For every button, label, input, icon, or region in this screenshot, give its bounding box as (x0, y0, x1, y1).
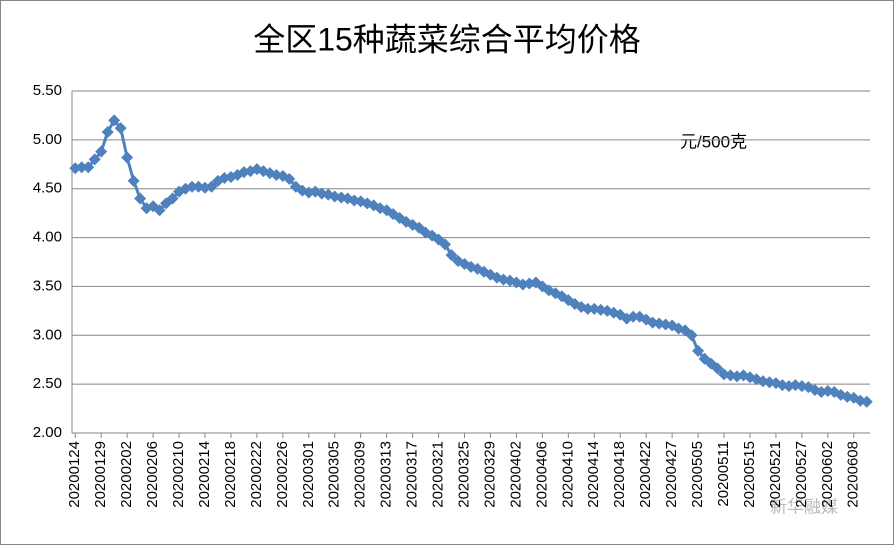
x-tick-label: 20200226 (274, 441, 291, 508)
marker (244, 165, 257, 178)
y-tick-label: 5.00 (33, 131, 62, 148)
x-tick-label: 20200422 (637, 441, 654, 508)
x-tick-label: 20200313 (378, 441, 395, 508)
marker (685, 329, 698, 342)
y-tick-label: 4.50 (33, 180, 62, 197)
marker (166, 192, 179, 205)
y-tick-label: 4.00 (33, 229, 62, 246)
x-tick-label: 20200414 (585, 441, 602, 508)
x-tick-label: 20200206 (144, 441, 161, 508)
marker (439, 238, 452, 251)
x-tick-label: 20200218 (222, 441, 239, 508)
y-tick-label: 2.50 (33, 375, 62, 392)
x-tick-label: 20200214 (196, 441, 213, 508)
marker (82, 161, 95, 174)
x-tick-label: 20200427 (663, 441, 680, 508)
marker (95, 145, 108, 158)
x-tick-label: 20200602 (819, 441, 836, 508)
x-tick-label: 20200301 (300, 441, 317, 508)
y-tick-label: 2.00 (33, 424, 62, 441)
marker (127, 174, 140, 187)
x-tick-label: 20200317 (404, 441, 421, 508)
x-tick-label: 20200129 (92, 441, 109, 508)
x-tick-label: 20200521 (767, 441, 784, 508)
x-tick-label: 20200309 (352, 441, 369, 508)
marker (153, 204, 166, 217)
marker (581, 302, 594, 315)
x-tick-label: 20200505 (689, 441, 706, 508)
x-tick-label: 20200202 (118, 441, 135, 508)
marker (134, 192, 147, 205)
marker (627, 310, 640, 323)
annotation: 元/500克 (680, 132, 747, 151)
marker (101, 126, 114, 139)
x-tick-label: 20200511 (715, 441, 732, 507)
x-tick-label: 20200418 (611, 441, 628, 508)
y-tick-label: 5.50 (33, 82, 62, 99)
marker (88, 153, 101, 166)
x-tick-label: 20200608 (845, 441, 862, 508)
marker (75, 161, 88, 174)
marker (711, 362, 724, 375)
chart-title: 全区15种蔬菜综合平均价格 (253, 21, 641, 57)
y-tick-label: 3.50 (33, 277, 62, 294)
x-tick-label: 20200222 (248, 441, 265, 508)
y-tick-label: 3.00 (33, 326, 62, 343)
marker (445, 249, 458, 262)
x-tick-label: 20200124 (66, 441, 83, 508)
x-tick-label: 20200410 (559, 441, 576, 508)
x-tick-label: 20200515 (741, 441, 758, 508)
x-tick-label: 20200402 (507, 441, 524, 508)
x-tick-label: 20200527 (793, 441, 810, 508)
marker (692, 344, 705, 357)
x-tick-label: 20200406 (533, 441, 550, 508)
x-tick-label: 20200329 (481, 441, 498, 508)
marker (283, 172, 296, 185)
marker (121, 151, 134, 164)
x-tick-label: 20200210 (170, 441, 187, 508)
marker (860, 395, 873, 408)
x-tick-label: 20200325 (455, 441, 472, 508)
x-tick-label: 20200321 (430, 441, 447, 508)
watermark: 新华融媒 (770, 497, 838, 516)
marker (186, 180, 199, 193)
marker (108, 114, 121, 127)
marker (205, 180, 218, 193)
x-tick-label: 20200305 (326, 441, 343, 508)
marker (114, 122, 127, 135)
